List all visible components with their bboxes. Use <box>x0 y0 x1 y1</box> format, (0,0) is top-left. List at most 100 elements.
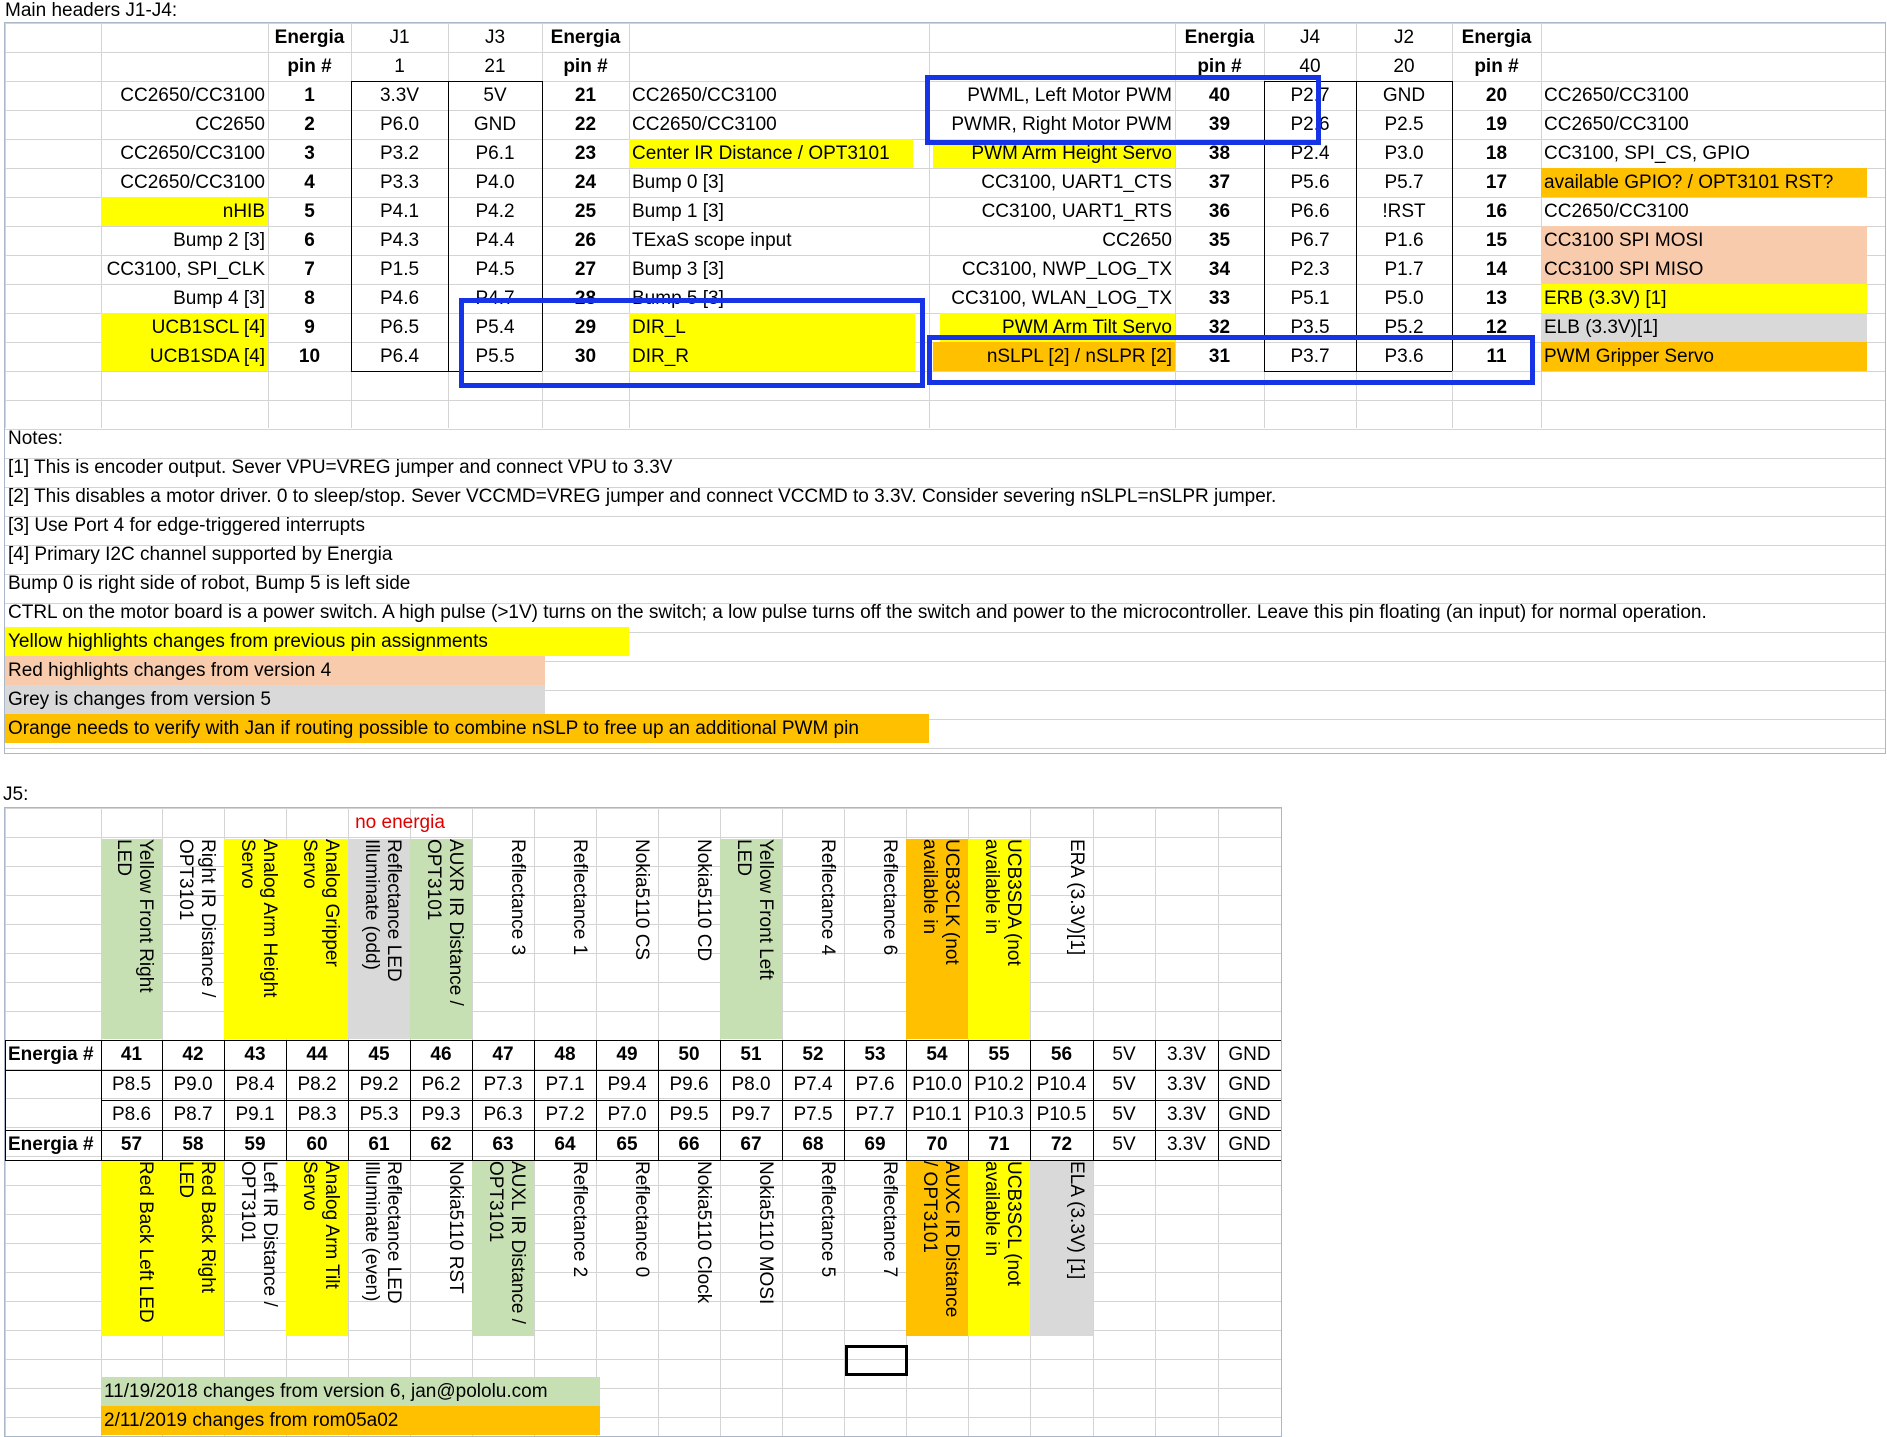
pin-description: CC2650/CC3100 <box>120 171 265 193</box>
pin-description: CC3100, NWP_LOG_TX <box>961 258 1172 280</box>
table-border <box>286 1040 287 1160</box>
energia-pin: 44 <box>306 1044 328 1065</box>
grid-line <box>5 1359 1281 1360</box>
pin-description: ELB (3.3V)[1] <box>1541 313 1867 342</box>
energia-pin: 69 <box>864 1134 886 1155</box>
column-header: Energia <box>274 26 345 48</box>
pin-description: CC3100 SPI MISO <box>1541 255 1867 284</box>
j4-pin: P5.1 <box>1290 287 1330 309</box>
column-header: Energia <box>1184 26 1255 48</box>
energia-pin: 25 <box>574 200 597 222</box>
j5-bottom-label-text: AUXL IR Distance / OPT3101 <box>485 1161 528 1324</box>
j5-pin: P8.6 <box>111 1104 152 1125</box>
grid-line <box>5 110 1885 111</box>
energia-pin: 5 <box>304 200 315 222</box>
energia-pin: 42 <box>182 1044 204 1065</box>
j5-top-label: Reflectance 3 <box>472 839 534 1039</box>
j5-table-border <box>5 1040 1281 1041</box>
table-border <box>1030 1040 1031 1160</box>
j5-pin: 5V <box>1112 1104 1136 1125</box>
table-border <box>1356 81 1357 371</box>
grid-line <box>5 284 1885 285</box>
grid-line <box>5 1272 1281 1273</box>
energia-pin: 9 <box>304 316 315 338</box>
j5-top-label-text: Reflectance 6 <box>879 839 900 956</box>
j2-pin: P3.0 <box>1384 142 1424 164</box>
energia-pin: 49 <box>616 1044 638 1065</box>
grid-line <box>5 52 1885 53</box>
energia-pin: 68 <box>802 1134 824 1155</box>
energia-pin: 54 <box>926 1044 948 1065</box>
energia-pin: 27 <box>574 258 597 280</box>
j1-pin: P6.5 <box>379 316 420 338</box>
grid-line <box>5 1156 1281 1157</box>
energia-pin: 14 <box>1485 258 1508 280</box>
grid-line <box>5 516 1885 517</box>
j4-pin: P5.6 <box>1290 171 1330 193</box>
energia-pin: 35 <box>1208 229 1231 251</box>
energia-pin: 7 <box>304 258 315 280</box>
j5-bottom-label-text: Analog Arm Tilt Servo <box>299 1161 342 1289</box>
j4-pin: P2.3 <box>1290 258 1330 280</box>
energia-pin: 57 <box>120 1134 143 1155</box>
j5-top-label-text: Analog Arm Height Servo <box>237 839 280 998</box>
selected-cell[interactable] <box>845 1345 908 1376</box>
j5-bottom-label: Left IR Distance / OPT3101 <box>224 1161 286 1336</box>
j2-pin: !RST <box>1382 200 1426 222</box>
energia-pin: 26 <box>574 229 597 251</box>
pin-description: CC2650/CC3100 <box>1544 84 1689 106</box>
j5-pin: P9.7 <box>731 1104 771 1125</box>
j1-pin: P4.3 <box>379 229 420 251</box>
energia-pin: 56 <box>1050 1044 1073 1065</box>
grid-line <box>5 808 1281 809</box>
legend-item: Orange needs to verify with Jan if routi… <box>5 714 929 743</box>
grid-line <box>5 837 1281 838</box>
pin-description: Center IR Distance / OPT3101 <box>629 139 913 168</box>
j5-bottom-label-text: Left IR Distance / OPT3101 <box>237 1161 280 1307</box>
j5-top-label-text: Yellow Front Right LED <box>113 839 156 993</box>
table-border <box>410 1040 411 1160</box>
energia-pin: 65 <box>616 1134 638 1155</box>
energia-pin: 20 <box>1485 84 1508 106</box>
no-energia-note: no energia <box>355 812 445 833</box>
j5-pin: 5V <box>1112 1074 1136 1095</box>
grid-line <box>5 1214 1281 1215</box>
table-border <box>596 1040 597 1160</box>
table-border <box>534 1040 535 1160</box>
grid-line <box>5 23 6 428</box>
j5-pin: P8.2 <box>297 1074 337 1095</box>
j5-top-label-text: Right IR Distance / OPT3101 <box>175 839 218 998</box>
table-border <box>1155 1040 1156 1160</box>
grid-line <box>5 197 1885 198</box>
grid-line <box>5 866 1281 867</box>
energia-pin: 2 <box>304 113 315 135</box>
j5-pin: P9.1 <box>235 1104 275 1125</box>
j5-pin: P10.2 <box>974 1074 1024 1095</box>
grid-line <box>268 23 269 428</box>
energia-pin: 46 <box>430 1044 452 1065</box>
pin-description: nSLPL [2] / nSLPR [2] <box>933 342 1175 371</box>
pin-description: CC3100 SPI MOSI <box>1541 226 1867 255</box>
grid-line <box>1885 23 1886 428</box>
j5-bottom-label: Reflectance 2 <box>534 1161 596 1336</box>
grid-line <box>5 226 1885 227</box>
j5-sheet[interactable]: no energia Yellow Front Right LED Right IR… <box>4 807 1282 1437</box>
j5-top-label: Analog Gripper Servo <box>286 839 348 1039</box>
j5-pin: P7.7 <box>855 1104 895 1125</box>
energia-pin: 8 <box>304 287 315 309</box>
j5-bottom-label-text: Reflectance 7 <box>879 1161 900 1278</box>
grid-line <box>5 255 1885 256</box>
row-label: Energia # <box>8 1044 94 1065</box>
j2-pin: P3.6 <box>1384 345 1424 367</box>
j1-j3-table-border <box>351 371 542 372</box>
pin-description: CC3100, SPI_CLK <box>106 258 265 280</box>
main-headers-sheet[interactable]: Energia pin # J1 1 J3 21 Energia pin # Energia pi… <box>4 22 1886 754</box>
j5-top-label-text: ERA (3.3V)[1] <box>1066 839 1087 956</box>
row-label: Energia # <box>8 1134 94 1155</box>
j5-top-label: UCB3SDA (not available in <box>968 839 1030 1039</box>
table-border <box>5 1070 1281 1071</box>
column-header: pin # <box>1474 55 1519 77</box>
j1-pin: 3.3V <box>379 84 420 106</box>
pin-description: Bump 3 [3] <box>632 258 724 280</box>
j3-pin: P5.5 <box>475 345 515 367</box>
